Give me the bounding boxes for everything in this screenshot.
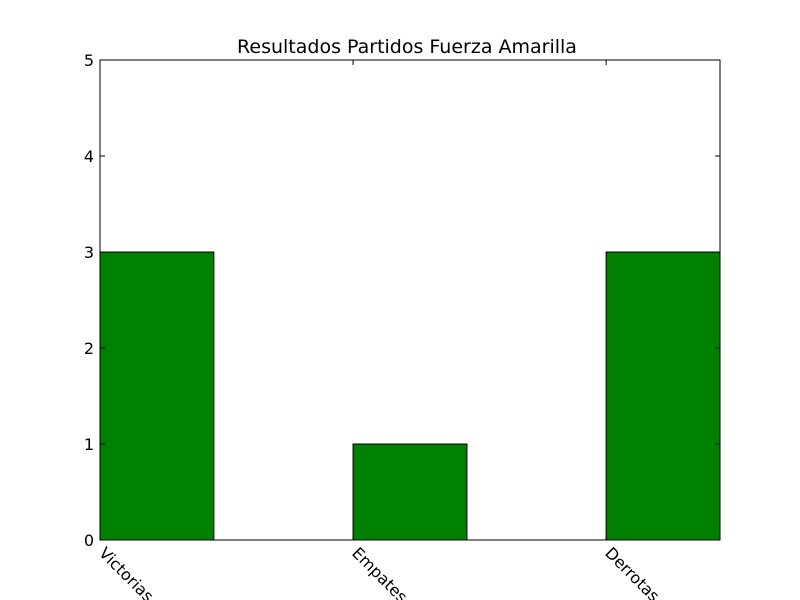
y-tick-label: 2 [84,339,94,358]
x-tick-label-derrotas: Derrotas [601,543,663,600]
x-tick-label-empates: Empates [348,543,411,600]
y-tick-label: 3 [84,243,94,262]
chart-title: Resultados Partidos Fuerza Amarilla [237,36,577,58]
y-tick-label: 4 [84,147,94,166]
bar-derrotas [605,251,721,541]
y-tick-label: 0 [84,531,94,550]
y-tick-label: 1 [84,435,94,454]
bars-layer [99,251,721,541]
bar-victorias [99,251,215,541]
bar-empates [352,443,468,541]
y-tick-label: 5 [84,51,94,70]
plot-frame [99,59,721,541]
x-tick-label-victorias: Victorias [95,543,157,600]
